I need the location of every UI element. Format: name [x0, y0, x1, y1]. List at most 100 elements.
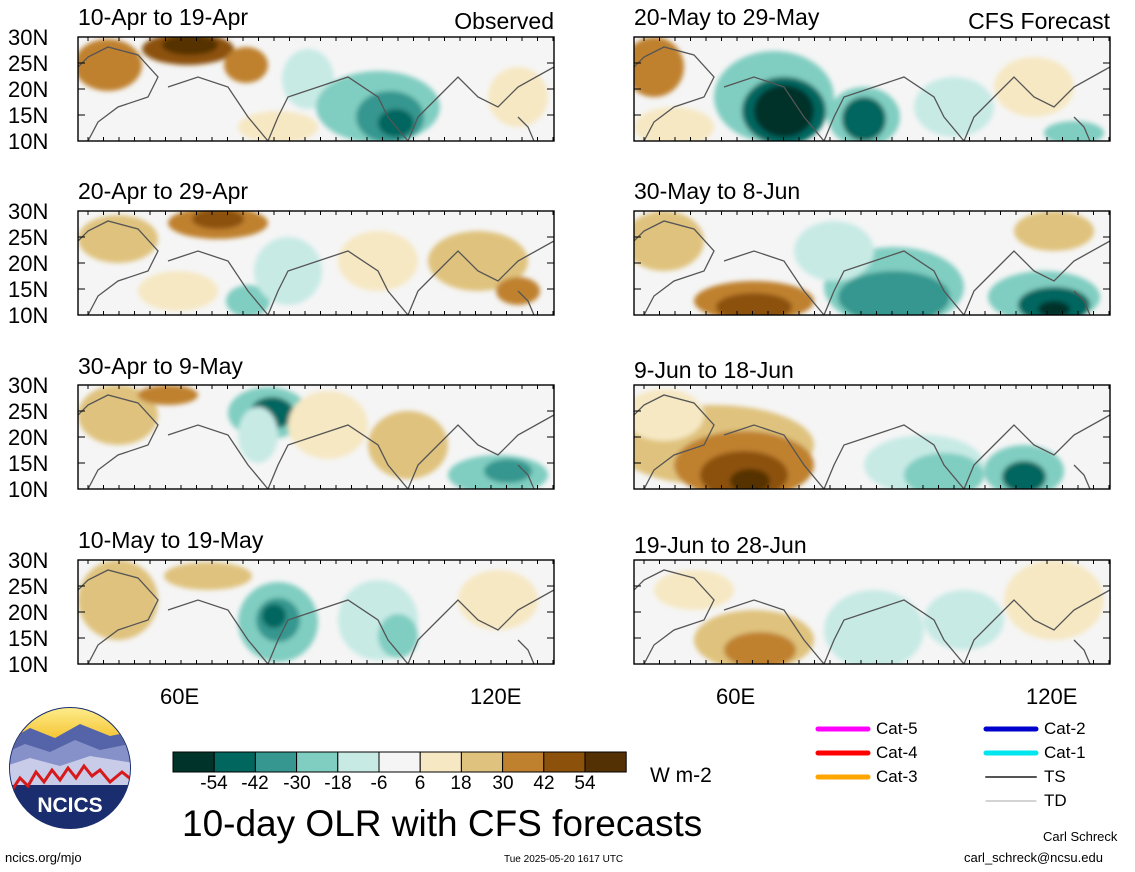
track-label-td: TD: [1044, 791, 1067, 810]
map-panel: [634, 560, 1110, 664]
olr-anomaly-region: [1004, 560, 1104, 640]
site-link[interactable]: ncics.org/mjo: [5, 850, 82, 865]
colorbar-tick: 42: [533, 773, 555, 794]
coastline: [634, 394, 1110, 489]
colorbar-tick: -18: [324, 773, 352, 794]
olr-anomaly-region: [994, 57, 1074, 117]
colorbar-swatch: [543, 751, 586, 773]
colorbar-tick: 54: [574, 773, 596, 794]
lat-label: 10N: [8, 652, 49, 677]
olr-colorbar: [172, 751, 627, 773]
olr-anomaly-region: [842, 97, 886, 141]
olr-anomaly-region: [338, 231, 418, 291]
olr-anomaly-region: [634, 211, 704, 271]
olr-anomaly-region: [1044, 121, 1104, 141]
colorbar-swatch: [378, 751, 421, 773]
olr-anomaly-region: [78, 560, 158, 640]
panel-title-fcst-2: 30-May to 8-Jun: [634, 178, 801, 204]
olr-anomaly-region: [634, 37, 684, 97]
coastline: [78, 394, 554, 489]
colorbar-tick: -6: [370, 773, 388, 794]
olr-anomaly-region: [368, 411, 448, 479]
track-label-cat1: Cat-1: [1044, 743, 1086, 762]
panel-title-obs-1: 10-Apr to 19-Apr: [78, 4, 249, 30]
map-panel: [78, 385, 554, 489]
panel-title-fcst-3: 9-Jun to 18-Jun: [634, 357, 794, 383]
lat-label: 15N: [8, 103, 49, 128]
coastline: [78, 46, 554, 141]
olr-anomaly-region: [78, 215, 158, 263]
panel-title-obs-4: 10-May to 19-May: [78, 527, 264, 553]
lon-label-obs-120e: 120E: [470, 684, 522, 709]
track-label-cat2: Cat-2: [1044, 719, 1086, 738]
olr-anomaly-region: [484, 459, 532, 483]
lat-label: 10N: [8, 303, 49, 328]
lat-label: 20N: [8, 425, 49, 450]
map-panel: [634, 385, 1110, 489]
olr-anomaly-region: [924, 590, 1004, 650]
lon-label-obs-60e: 60E: [160, 684, 200, 709]
lat-label: 20N: [8, 600, 49, 625]
colorbar-tick: 18: [450, 773, 472, 794]
olr-anomaly-region: [226, 285, 270, 315]
lat-label: 30N: [8, 373, 49, 398]
colorbar-swatch: [460, 751, 504, 773]
ncics-logo: NCICS: [9, 707, 131, 829]
lat-label: 25N: [8, 225, 49, 250]
colorbar-tick: 6: [414, 773, 426, 794]
olr-anomaly-region: [634, 389, 704, 441]
map-panel: [78, 37, 554, 141]
olr-anomaly-region: [904, 453, 984, 489]
credit-email[interactable]: carl_schreck@ncsu.edu: [964, 850, 1103, 865]
colorbar-swatch: [584, 751, 627, 773]
olr-anomaly-region: [224, 47, 268, 83]
lat-label: 30N: [8, 25, 49, 50]
coastline: [634, 220, 1110, 315]
olr-anomaly-region: [716, 293, 792, 315]
lat-label: 15N: [8, 277, 49, 302]
olr-anomaly-region: [1038, 301, 1070, 315]
figure-title: 10-day OLR with CFS forecasts: [182, 803, 703, 844]
olr-anomaly-region: [138, 385, 198, 405]
olr-anomaly-region: [262, 604, 286, 628]
track-label-cat3: Cat-3: [876, 767, 918, 786]
panel-title-obs-2: 20-Apr to 29-Apr: [78, 178, 249, 204]
lat-label: 20N: [8, 251, 49, 276]
colorbar-swatch: [172, 751, 215, 773]
colorbar-tick: -42: [241, 773, 269, 794]
olr-anomaly-region: [1002, 461, 1046, 489]
track-label-ts: TS: [1044, 767, 1066, 786]
timestamp: Tue 2025-05-20 1617 UTC: [504, 854, 624, 865]
map-panel: [78, 560, 554, 664]
colorbar-swatch: [337, 751, 380, 773]
track-label-cat5: Cat-5: [876, 719, 918, 738]
colorbar-tick: -30: [283, 773, 311, 794]
colorbar-tick: -54: [200, 773, 228, 794]
lat-label: 30N: [8, 548, 49, 573]
lat-label: 25N: [8, 51, 49, 76]
lat-label: 25N: [8, 574, 49, 599]
lat-label: 10N: [8, 129, 49, 154]
colorbar-swatch: [254, 751, 298, 773]
panel-title-fcst-4: 19-Jun to 28-Jun: [634, 532, 807, 558]
panel-title-obs-3: 30-Apr to 9-May: [78, 353, 243, 379]
olr-anomaly-region: [162, 37, 218, 55]
map-panel: [634, 37, 1110, 141]
coastline: [78, 569, 554, 664]
olr-anomaly-region: [378, 614, 418, 658]
olr-anomaly-region: [192, 211, 244, 229]
olr-anomaly-region: [838, 271, 950, 315]
olr-anomaly-region: [458, 570, 538, 630]
olr-anomaly-region: [914, 77, 994, 137]
olr-anomaly-region: [754, 85, 814, 137]
colorbar-swatch: [502, 751, 545, 773]
lat-label: 25N: [8, 399, 49, 424]
olr-anomaly-region: [288, 391, 368, 459]
colorbar-swatch: [213, 751, 256, 773]
forecast-label: CFS Forecast: [968, 8, 1110, 34]
colorbar-tick: 30: [492, 773, 514, 794]
storm-track-legend: [815, 726, 1039, 802]
colorbar-swatch: [296, 751, 339, 773]
